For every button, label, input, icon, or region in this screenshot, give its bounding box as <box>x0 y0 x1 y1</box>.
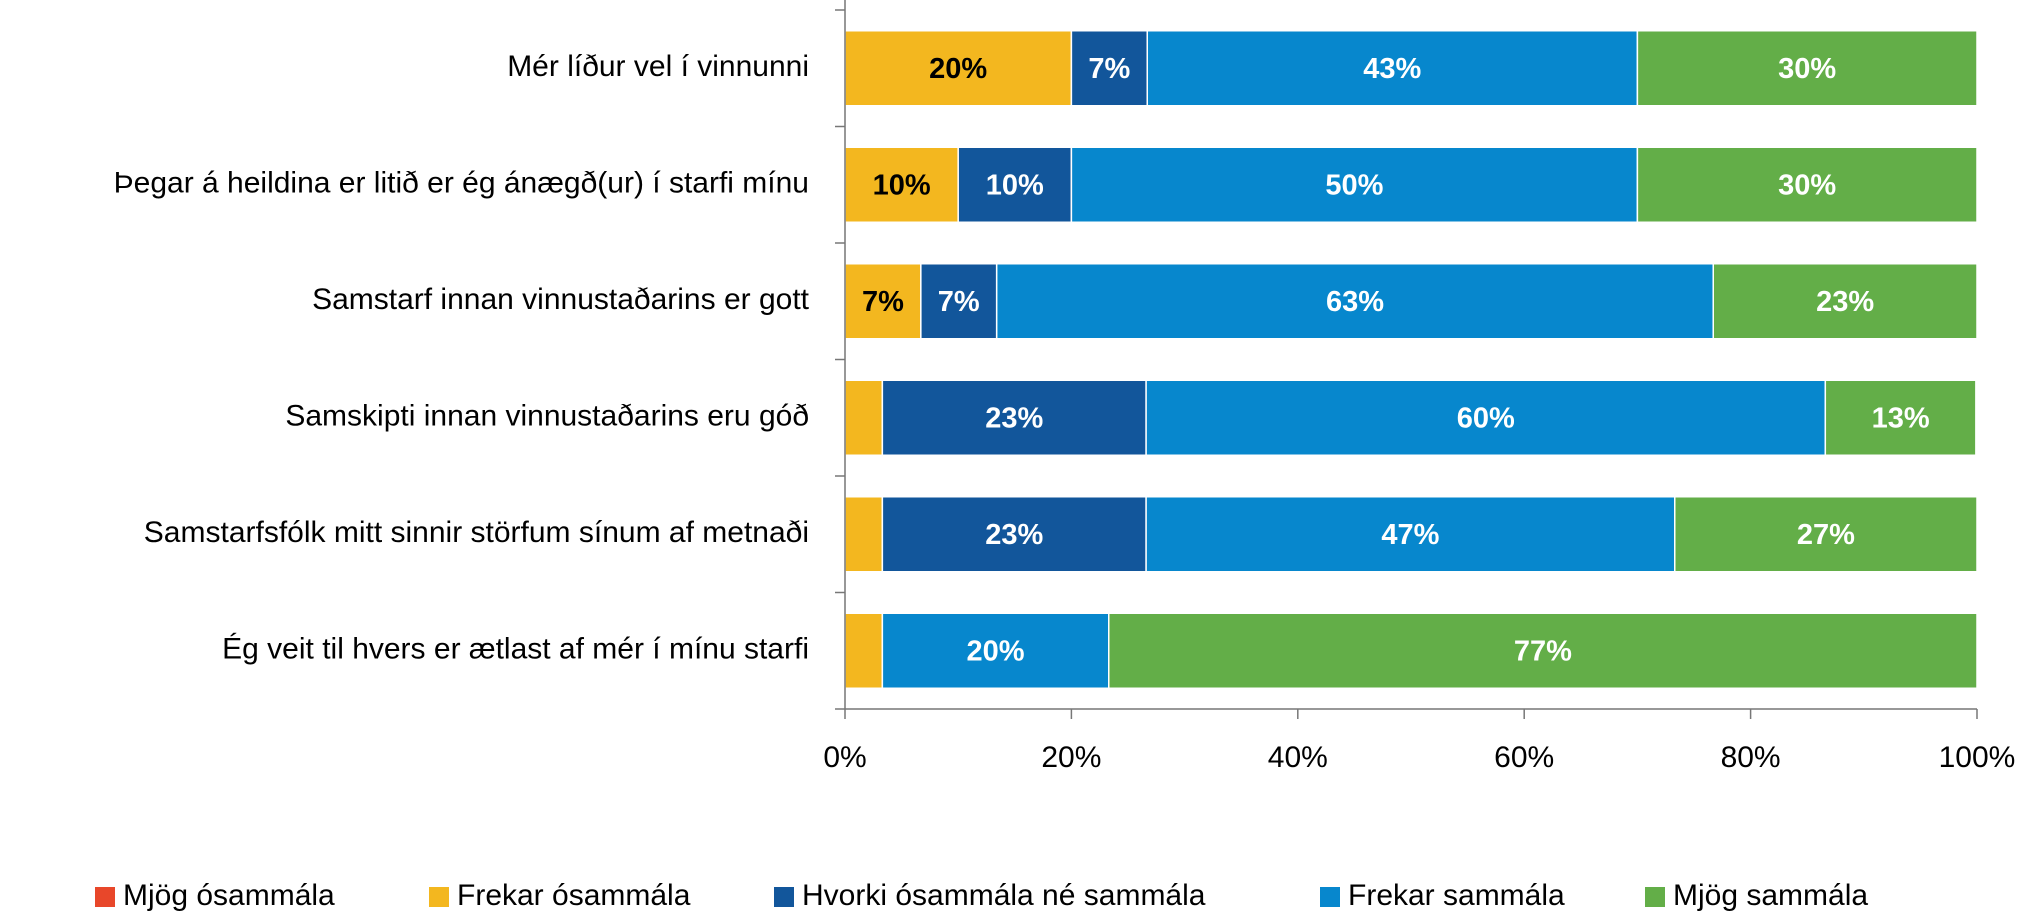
value-label: 23% <box>985 402 1043 434</box>
value-label: 23% <box>985 519 1043 551</box>
x-tick-label: 0% <box>823 741 866 774</box>
value-label: 7% <box>938 286 980 318</box>
legend-swatch <box>429 887 449 907</box>
legend-label: Frekar ósammála <box>457 879 691 912</box>
value-label: 63% <box>1326 286 1384 318</box>
bar-segment <box>1674 496 1978 573</box>
legend-label: Mjög ósammála <box>123 879 335 912</box>
bar-segment <box>1145 496 1676 573</box>
bar-segment <box>844 379 884 456</box>
bar-segment <box>1070 146 1639 223</box>
value-label: 10% <box>986 169 1044 201</box>
category-label: Ég veit til hvers er ætlast af mér í mín… <box>222 633 809 666</box>
category-label: Samskipti innan vinnustaðarins eru góð <box>285 400 809 433</box>
bar-segment <box>1636 30 1978 107</box>
category-label: Samstarf innan vinnustaðarins er gott <box>312 283 810 316</box>
legend-swatch <box>774 887 794 907</box>
x-tick-label: 60% <box>1494 741 1554 774</box>
x-tick-label: 20% <box>1041 741 1101 774</box>
bar-segment <box>1108 612 1978 689</box>
bar-segment <box>844 30 1073 107</box>
x-tick-label: 100% <box>1939 741 2016 774</box>
bar-segment <box>881 612 1110 689</box>
value-label: 20% <box>967 635 1025 667</box>
legend-swatch <box>1645 887 1665 907</box>
bar-segment <box>1712 263 1978 340</box>
bar-segment <box>920 263 998 340</box>
legend-label: Frekar sammála <box>1348 879 1565 912</box>
bar-segment <box>1146 30 1639 107</box>
value-label: 60% <box>1457 402 1515 434</box>
legend-label: Hvorki ósammála né sammála <box>802 879 1206 912</box>
bar-segment <box>844 496 884 573</box>
value-label: 7% <box>862 286 904 318</box>
bar-segment <box>1636 146 1978 223</box>
legend-swatch <box>95 887 115 907</box>
value-label: 10% <box>873 169 931 201</box>
x-tick-label: 40% <box>1268 741 1328 774</box>
value-label: 13% <box>1872 402 1930 434</box>
legend-swatch <box>1320 887 1340 907</box>
bar-segment <box>1070 30 1148 107</box>
bar-segment <box>881 379 1147 456</box>
value-label: 7% <box>1088 53 1130 85</box>
value-label: 47% <box>1381 519 1439 551</box>
bar-segment <box>844 612 884 689</box>
value-label: 30% <box>1778 169 1836 201</box>
x-tick-label: 80% <box>1721 741 1781 774</box>
value-label: 50% <box>1325 169 1383 201</box>
bar-segment <box>1824 379 1977 456</box>
legend-label: Mjög sammála <box>1673 879 1868 912</box>
bar-segment <box>844 146 959 223</box>
bar-segment <box>957 146 1073 223</box>
value-label: 23% <box>1816 286 1874 318</box>
category-label: Mér líður vel í vinnunni <box>507 50 809 83</box>
value-label: 20% <box>929 53 987 85</box>
value-label: 27% <box>1797 519 1855 551</box>
bar-segment <box>881 496 1147 573</box>
value-label: 77% <box>1514 635 1572 667</box>
value-label: 30% <box>1778 53 1836 85</box>
value-label: 43% <box>1363 53 1421 85</box>
bar-segment <box>1145 379 1827 456</box>
category-label: Samstarfsfólk mitt sinnir störfum sínum … <box>144 516 809 549</box>
category-label: Þegar á heildina er litið er ég ánægð(ur… <box>114 167 809 200</box>
